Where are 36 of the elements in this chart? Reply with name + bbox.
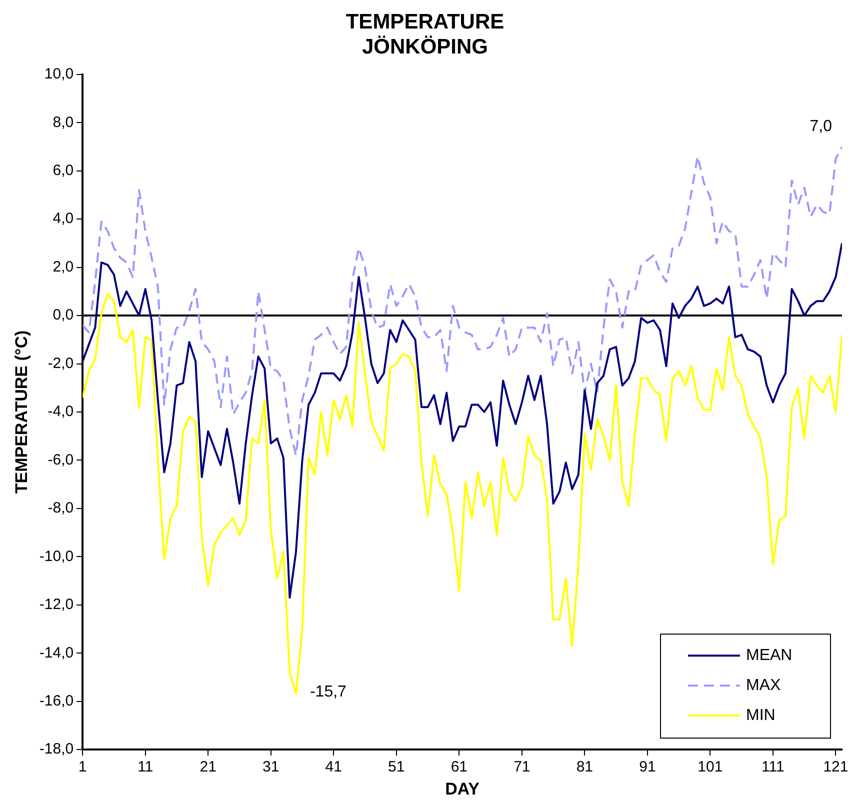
- y-tick-label: 4,0: [52, 210, 74, 228]
- x-tick-label: 121: [823, 758, 848, 776]
- y-tick-label: -18,0: [39, 740, 74, 758]
- y-tick-label: 0,0: [52, 306, 74, 324]
- annotation: -15,7: [310, 684, 347, 701]
- y-tick-label: -4,0: [48, 403, 74, 420]
- legend-label: MIN: [746, 707, 776, 724]
- annotation: 7,0: [810, 118, 832, 136]
- legend-label: MAX: [746, 677, 781, 694]
- x-tick-label: 11: [138, 758, 154, 776]
- x-axis-title: DAY: [445, 779, 480, 798]
- y-tick-label: -14,0: [39, 644, 74, 662]
- x-tick-label: 31: [262, 758, 280, 776]
- y-tick-label: -12,0: [39, 596, 74, 614]
- y-tick-label: 10,0: [44, 66, 74, 83]
- x-tick-label: 21: [200, 758, 216, 776]
- y-tick-label: 2,0: [52, 258, 74, 276]
- y-tick-label: 8,0: [52, 114, 74, 131]
- x-tick-label: 1: [78, 758, 87, 776]
- x-tick-label: 101: [698, 758, 723, 776]
- x-tick-label: 51: [388, 758, 405, 776]
- y-tick-label: -16,0: [39, 692, 74, 710]
- legend-label: MEAN: [746, 647, 792, 664]
- x-tick-label: 81: [576, 758, 594, 776]
- y-tick-label: -6,0: [48, 451, 74, 468]
- y-tick-label: 6,0: [52, 162, 74, 179]
- x-tick-label: 41: [325, 758, 342, 776]
- x-tick-label: 91: [639, 758, 656, 776]
- x-tick-label: 71: [514, 758, 530, 776]
- chart-title: TEMPERATURE JÖNKÖPING: [346, 10, 504, 59]
- x-tick-label: 61: [450, 758, 468, 776]
- y-axis-title: TEMPERATURE (°C): [12, 330, 31, 494]
- y-tick-label: -10,0: [39, 548, 74, 565]
- y-tick-label: -8,0: [48, 500, 74, 517]
- x-tick-label: 111: [762, 758, 784, 776]
- y-tick-label: -2,0: [48, 354, 74, 372]
